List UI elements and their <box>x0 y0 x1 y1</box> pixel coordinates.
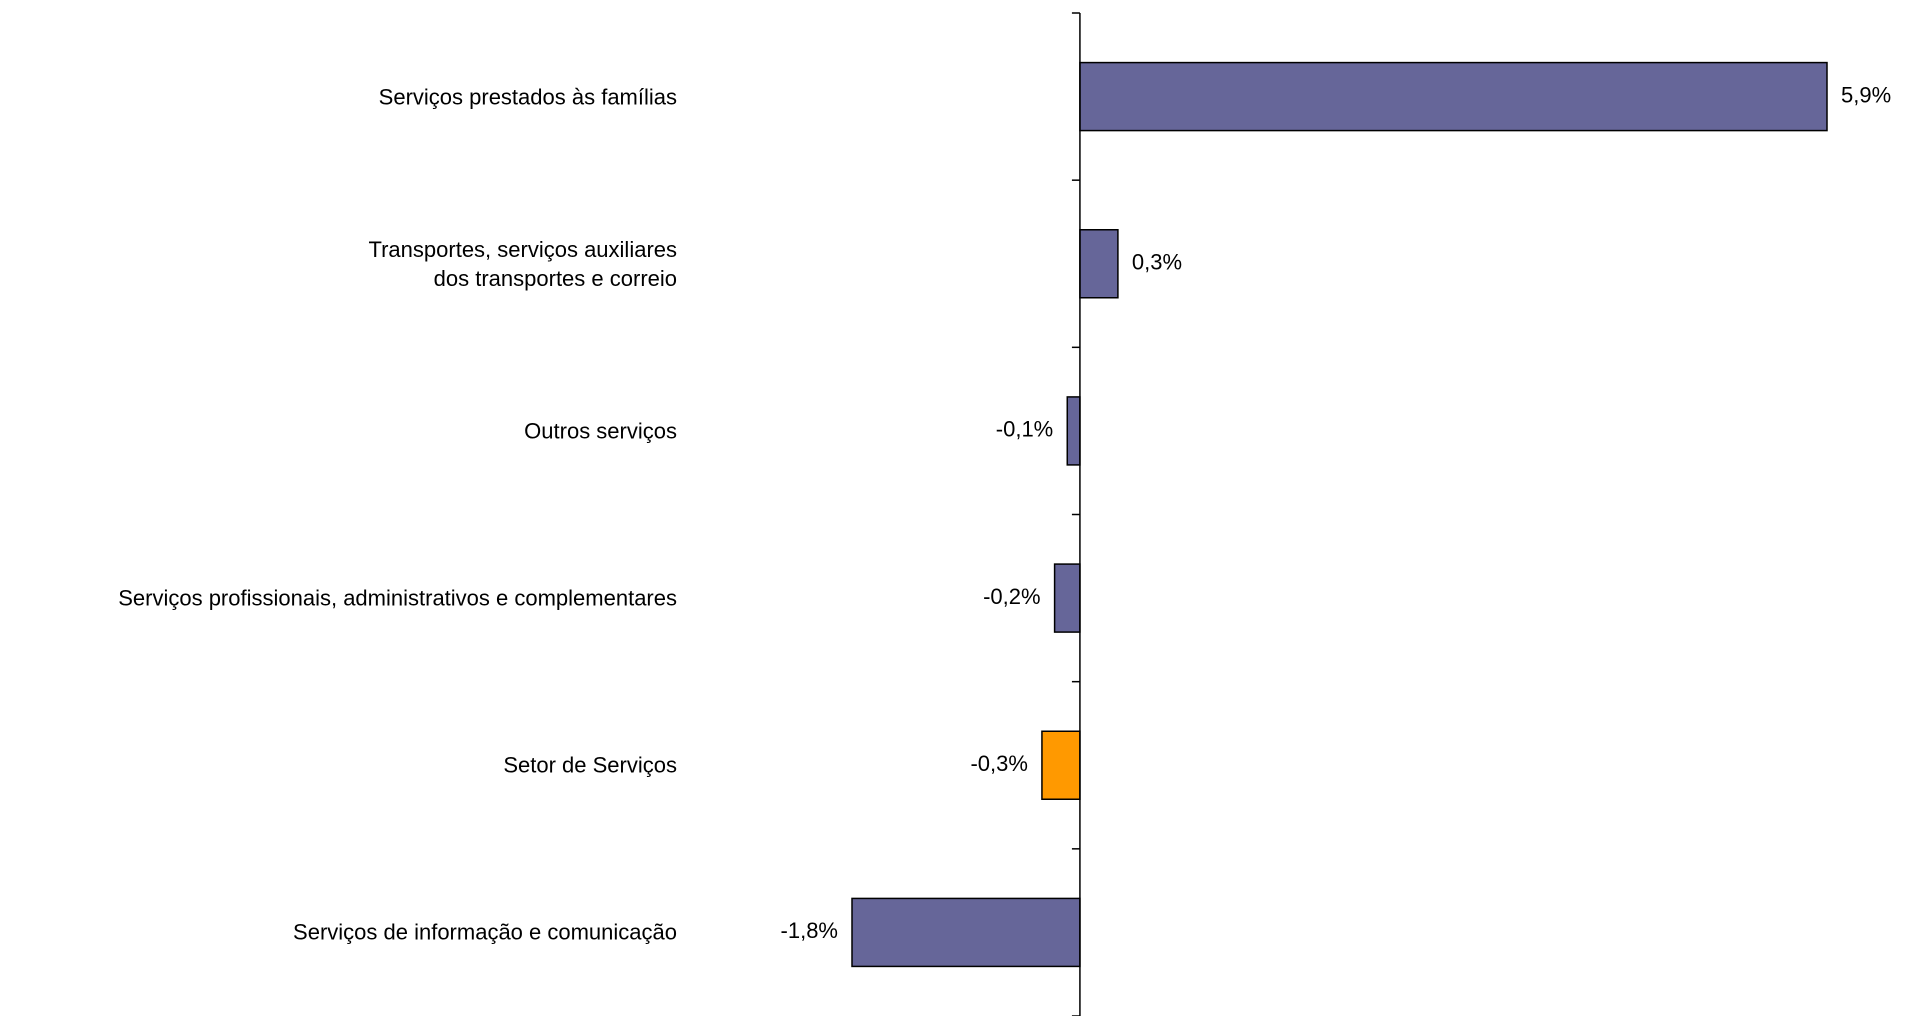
category-label: Serviços profissionais, administrativos … <box>118 585 677 611</box>
category-label: Transportes, serviços auxiliares dos tra… <box>368 236 677 291</box>
value-label: -0,3% <box>970 751 1027 776</box>
value-label: -0,2% <box>983 584 1040 609</box>
value-label: 5,9% <box>1841 82 1891 107</box>
value-label: -0,1% <box>996 417 1053 442</box>
category-label: Serviços de informação e comunicação <box>293 919 677 945</box>
value-label: -1,8% <box>781 918 838 943</box>
bar <box>851 897 1081 968</box>
category-label: Serviços prestados às famílias <box>378 84 677 110</box>
bar <box>1079 229 1119 299</box>
category-label: Setor de Serviços <box>503 752 677 778</box>
category-label: Outros serviços <box>524 418 677 444</box>
bar <box>1066 396 1081 466</box>
bar <box>1079 61 1828 132</box>
bar <box>1053 563 1081 633</box>
value-label: 0,3% <box>1132 250 1182 275</box>
bar <box>1041 730 1081 800</box>
